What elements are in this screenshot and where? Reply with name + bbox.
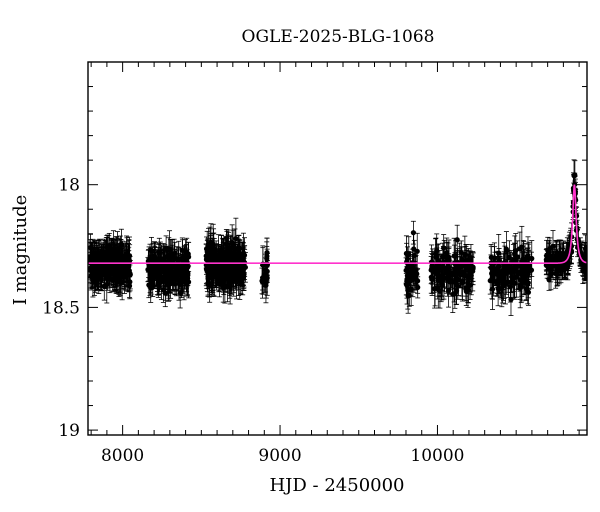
data-point	[453, 253, 459, 259]
data-point	[211, 273, 217, 279]
data-points	[88, 159, 587, 316]
data-point	[453, 288, 460, 294]
data-point	[235, 253, 242, 259]
data-point	[458, 264, 464, 270]
data-point	[429, 263, 435, 269]
data-point	[102, 256, 108, 263]
model-curve	[88, 184, 587, 265]
plot-frame	[87, 61, 588, 436]
data-point	[216, 278, 223, 284]
data-point	[502, 280, 509, 287]
data-point	[105, 266, 111, 272]
data-point	[503, 246, 510, 252]
data-point	[428, 274, 434, 280]
plot-area	[88, 159, 587, 316]
data-point	[173, 276, 179, 282]
data-point	[233, 236, 239, 242]
data-point	[495, 286, 501, 292]
chart-title: OGLE-2025-BLG-1068	[242, 27, 435, 47]
data-point	[123, 270, 129, 276]
data-point	[125, 256, 131, 262]
data-point	[446, 257, 452, 263]
data-point	[463, 285, 469, 291]
data-point	[507, 269, 514, 275]
data-point	[555, 262, 561, 269]
data-point	[151, 272, 158, 278]
data-point	[550, 243, 556, 249]
data-point	[108, 248, 114, 254]
data-point	[444, 270, 450, 276]
data-point	[98, 255, 104, 261]
data-point	[517, 283, 523, 289]
data-point	[529, 255, 535, 262]
data-point	[561, 262, 567, 268]
data-point	[118, 256, 124, 262]
data-point	[167, 264, 173, 270]
data-point	[147, 275, 153, 282]
data-point	[499, 276, 505, 283]
data-point	[455, 283, 461, 289]
data-point	[580, 268, 586, 274]
data-point	[440, 264, 447, 270]
data-point	[524, 279, 530, 285]
data-point	[446, 264, 452, 270]
y-tick-label: 18	[58, 176, 80, 196]
data-point	[157, 267, 163, 273]
data-point	[564, 248, 571, 254]
data-point	[110, 265, 116, 271]
x-axis-label: HJD - 2450000	[269, 475, 404, 496]
data-point	[106, 258, 112, 264]
data-point	[521, 261, 527, 267]
data-point	[185, 270, 191, 276]
data-point	[470, 268, 476, 274]
data-point	[117, 277, 123, 283]
data-point	[405, 287, 411, 293]
y-tick-label: 18.5	[42, 298, 80, 318]
data-point	[458, 249, 464, 255]
x-tick-label: 8000	[101, 446, 144, 466]
data-point	[413, 267, 419, 273]
data-point	[90, 268, 96, 274]
y-axis-label: I magnitude	[10, 195, 31, 306]
data-point	[492, 269, 498, 275]
data-point	[406, 251, 412, 258]
data-point	[119, 269, 125, 275]
y-tick-label: 19	[58, 421, 80, 441]
data-point	[203, 246, 210, 252]
data-point	[151, 253, 158, 259]
data-point	[215, 264, 221, 270]
data-point	[162, 274, 168, 280]
data-point	[513, 247, 519, 254]
x-tick-label: 9000	[258, 446, 301, 466]
data-point	[408, 277, 414, 283]
x-tick-label: 10000	[410, 446, 464, 466]
data-point	[488, 265, 494, 271]
data-point	[501, 272, 508, 278]
data-point	[239, 251, 246, 257]
data-point	[261, 275, 267, 281]
data-point	[571, 173, 577, 179]
data-point	[437, 288, 443, 294]
data-point	[403, 259, 410, 265]
data-point	[457, 269, 463, 275]
data-point	[558, 267, 564, 273]
data-point	[491, 255, 498, 261]
data-point	[434, 268, 440, 274]
axis-ticks: 8000 9000 10000 18 18.5 19	[42, 61, 587, 466]
data-point	[236, 271, 242, 277]
data-point	[186, 254, 192, 260]
data-point	[178, 267, 184, 273]
data-point	[264, 249, 270, 256]
data-point	[522, 256, 528, 262]
